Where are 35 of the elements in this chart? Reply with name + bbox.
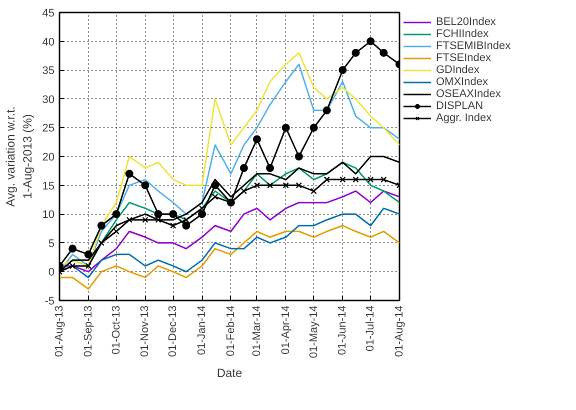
x-tick-label: 01-Nov-13 bbox=[139, 306, 152, 357]
y-axis-title: Avg. variation w.r.t. 1-Aug-2013 (%) bbox=[3, 106, 34, 207]
legend-label: DISPLAN bbox=[436, 100, 484, 112]
x-tick-label: 01-Apr-14 bbox=[280, 305, 292, 354]
legend-label: FCHIIndex bbox=[436, 28, 489, 40]
y-tick-label: 30 bbox=[42, 94, 55, 106]
y-tick-label: 20 bbox=[42, 152, 55, 164]
legend-label: Aggr. Index bbox=[436, 112, 492, 124]
y-tick-label: 0 bbox=[48, 266, 55, 279]
legend-label: FTSEMIBIndex bbox=[436, 40, 511, 52]
x-tick-label: 01-Feb-14 bbox=[224, 305, 237, 356]
x-tick-label: 01-Sep-13 bbox=[82, 305, 94, 357]
y-tick-label: -5 bbox=[44, 296, 54, 308]
legend-label: OSEAXIndex bbox=[436, 88, 501, 100]
y-tick-label: 10 bbox=[42, 209, 55, 222]
x-tick-label: 01-Jan-14 bbox=[196, 305, 208, 356]
x-tick-label: 01-May-14 bbox=[308, 306, 320, 358]
y-tick-label: 35 bbox=[42, 65, 55, 78]
y-tick-label: 25 bbox=[42, 122, 55, 135]
x-tick-label: 01-Aug-13 bbox=[54, 305, 66, 357]
legend-label: GDIndex bbox=[436, 64, 480, 76]
x-tick-label: 01-Dec-13 bbox=[167, 306, 180, 357]
legend-label: FTSEIndex bbox=[436, 52, 492, 64]
x-axis-title: Date bbox=[216, 366, 242, 380]
y-tick-label: 5 bbox=[48, 238, 55, 250]
legend-label: BEL20Index bbox=[436, 16, 496, 28]
x-tick-label: 01-Jun-14 bbox=[336, 305, 349, 356]
x-tick-label: 01-Jul-14 bbox=[364, 306, 377, 352]
y-tick-label: 45 bbox=[42, 8, 55, 20]
x-tick-label: 01-Mar-14 bbox=[250, 305, 263, 356]
x-tick-label: 01-Aug-14 bbox=[394, 305, 406, 357]
y-tick-label: 15 bbox=[42, 180, 55, 192]
x-tick-label: 01-Oct-13 bbox=[110, 305, 122, 354]
legend-label: OMXIndex bbox=[436, 76, 488, 88]
y-tick-label: 40 bbox=[42, 36, 55, 48]
